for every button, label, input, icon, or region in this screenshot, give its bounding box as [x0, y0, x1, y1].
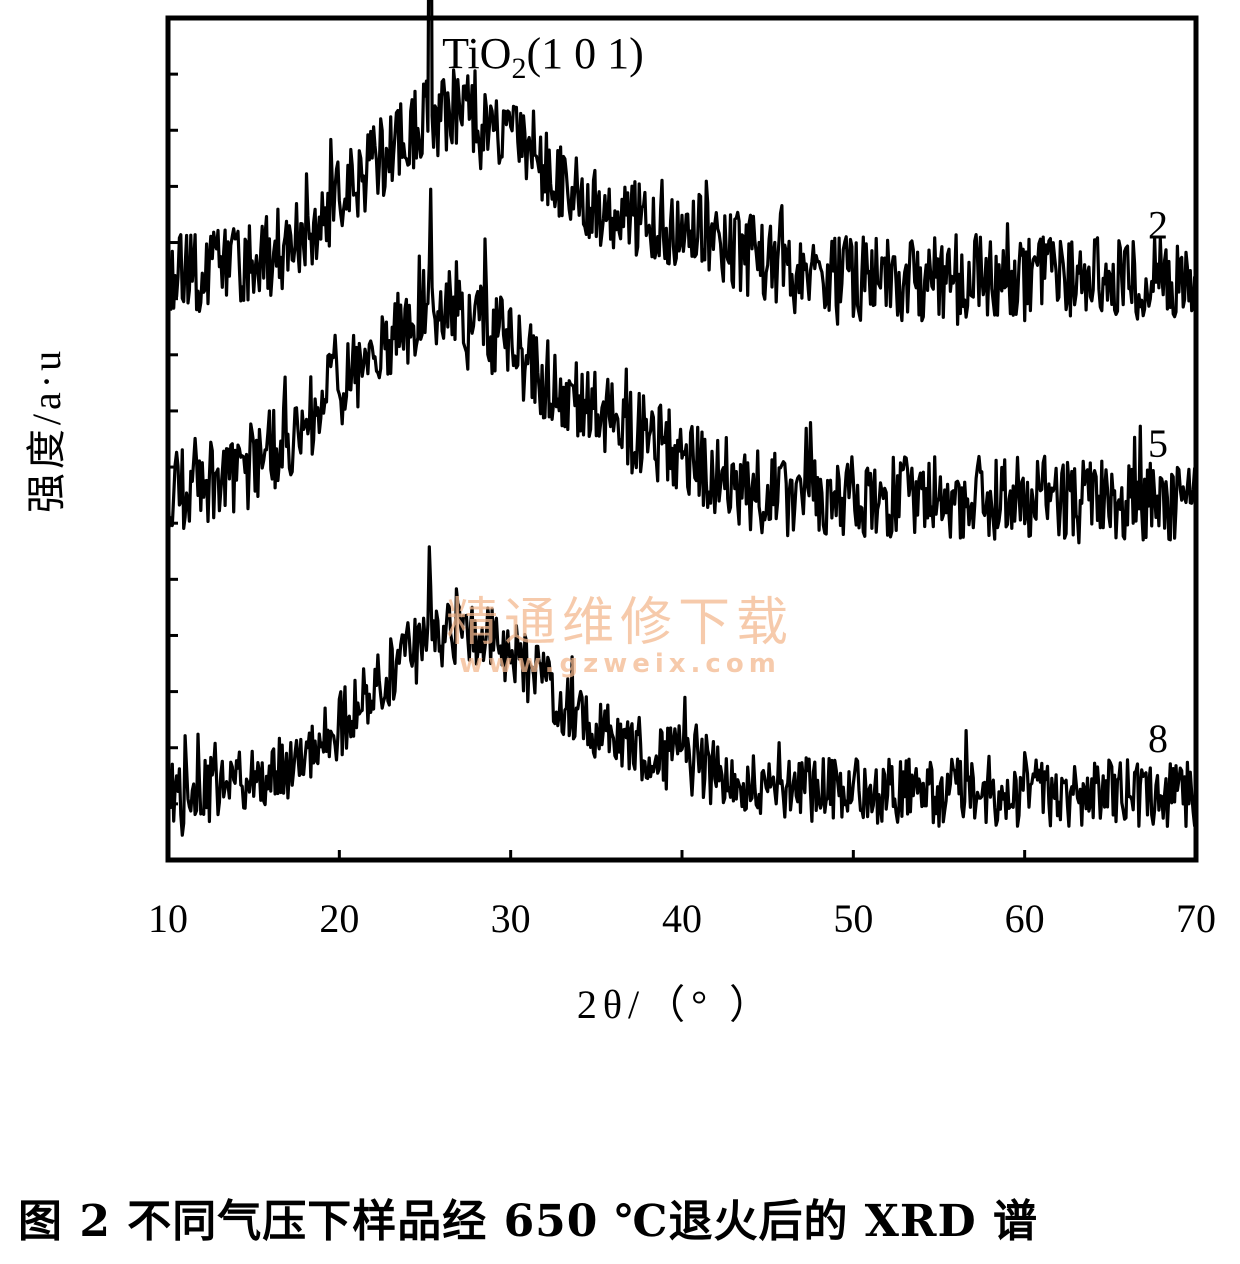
x-tick-label: 60	[1005, 896, 1045, 941]
x-tick-label: 30	[491, 896, 531, 941]
series-line-8	[166, 545, 1198, 837]
series-label-2: 2	[1148, 202, 1168, 247]
x-tick-label: 50	[833, 896, 873, 941]
figure-caption: 图 2 不同气压下样品经 650 ℃退火后的 XRD 谱	[18, 1196, 1038, 1247]
series-line-2	[166, 0, 1197, 326]
series-label-8: 8	[1148, 716, 1168, 761]
x-tick-label: 10	[148, 896, 188, 941]
peak-annotation: TiO2(1 0 1)	[442, 29, 644, 85]
peak-annotation-subscript: 2	[511, 52, 526, 85]
x-tick-label: 40	[662, 896, 702, 941]
peak-annotation-index: (1 0 1)	[526, 29, 643, 78]
x-axis-ticks: 10 20 30 40 50 60 70	[148, 850, 1216, 941]
x-tick-label: 70	[1176, 896, 1216, 941]
peak-annotation-main: TiO	[442, 29, 511, 78]
watermark-line1: 精通维修下载	[446, 593, 794, 653]
x-axis-title: 2θ/（° ）	[577, 982, 775, 1027]
watermark-line2: www.gzweix.com	[459, 649, 781, 679]
series-group: 2 5 8	[166, 0, 1198, 837]
series-label-5: 5	[1148, 421, 1168, 466]
series-line-5	[166, 187, 1198, 545]
x-tick-label: 20	[319, 896, 359, 941]
y-axis-title: 强度/a·u	[24, 347, 69, 513]
